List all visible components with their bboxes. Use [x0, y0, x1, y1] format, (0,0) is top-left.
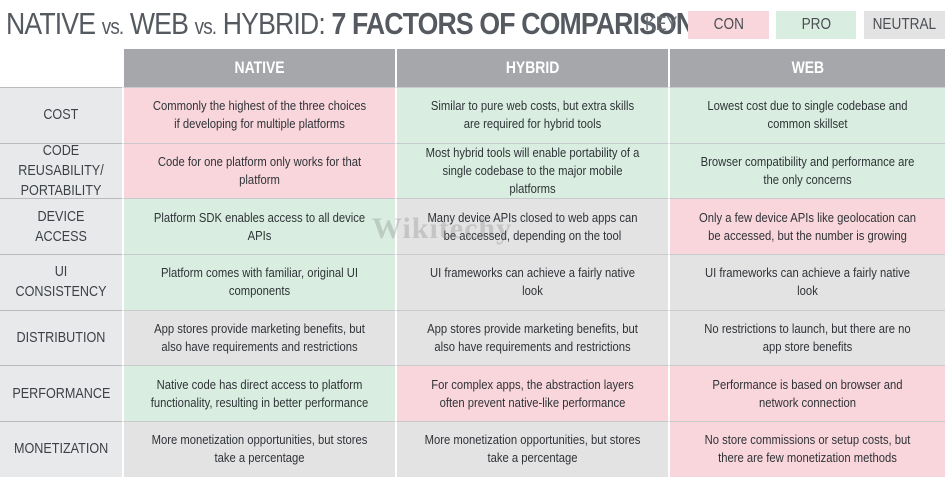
- key-pro-label: PRO: [801, 16, 831, 33]
- cell-text: Browser compatibility and performance ar…: [700, 155, 915, 188]
- column-header-hybrid-label: HYBRID: [505, 58, 560, 77]
- title-native: NATIVE: [6, 6, 96, 41]
- cell-ui-consistency-web: UI frameworks can achieve a fairly nativ…: [668, 254, 945, 310]
- cell-reusability-native: Code for one platform only works for tha…: [122, 142, 395, 199]
- cell-cost-native: Commonly the highest of the three choice…: [122, 87, 395, 143]
- cell-text: Only a few device APIs like geolocation …: [698, 210, 916, 243]
- cell-monetization-web: No store commissions or setup costs, but…: [668, 421, 945, 477]
- cell-device-access-hybrid: Many device APIs closed to web apps can …: [395, 198, 668, 255]
- cell-ui-consistency-hybrid: UI frameworks can achieve a fairly nativ…: [395, 254, 668, 310]
- cell-text: Code for one platform only works for tha…: [157, 155, 362, 188]
- cell-monetization-native: More monetization opportunities, but sto…: [122, 421, 395, 477]
- cell-text: Platform SDK enables access to all devic…: [153, 210, 366, 243]
- title-vs-2: vs.: [194, 14, 217, 39]
- row-header-label: COST: [43, 106, 79, 124]
- key-con-swatch: CON: [688, 11, 769, 39]
- cell-text: Many device APIs closed to web apps can …: [427, 210, 638, 243]
- cell-distribution-web: No restrictions to launch, but there are…: [668, 309, 945, 366]
- comparison-table: NATIVE HYBRID WEB COST Commonly the high…: [0, 49, 945, 477]
- cell-performance-hybrid: For complex apps, the abstraction layers…: [395, 365, 668, 422]
- key-neutral-label: NEUTRAL: [872, 16, 937, 33]
- cell-text: For complex apps, the abstraction layers…: [431, 377, 634, 410]
- cell-cost-web: Lowest cost due to single codebase and c…: [668, 87, 945, 143]
- cell-device-access-web: Only a few device APIs like geolocation …: [668, 198, 945, 255]
- column-header-hybrid: HYBRID: [395, 49, 668, 87]
- column-header-web: WEB: [668, 49, 945, 87]
- cell-monetization-hybrid: More monetization opportunities, but sto…: [395, 421, 668, 477]
- legend-key: KEY CON PRO NEUTRAL: [645, 10, 945, 40]
- cell-text: App stores provide marketing benefits, b…: [427, 322, 638, 355]
- title-web: WEB: [129, 6, 189, 41]
- row-header-label: UI CONSISTENCY: [15, 263, 107, 301]
- column-header-native-label: NATIVE: [234, 58, 285, 77]
- row-header-label: DISTRIBUTION: [16, 329, 106, 347]
- cell-text: UI frameworks can achieve a fairly nativ…: [429, 266, 636, 299]
- column-header-web-label: WEB: [791, 58, 824, 77]
- cell-text: Lowest cost due to single codebase and c…: [707, 99, 908, 132]
- cell-cost-hybrid: Similar to pure web costs, but extra ski…: [395, 87, 668, 143]
- row-header-monetization: MONETIZATION: [0, 421, 122, 477]
- cell-device-access-native: Platform SDK enables access to all devic…: [122, 198, 395, 255]
- cell-performance-native: Native code has direct access to platfor…: [122, 365, 395, 422]
- cell-text: Platform comes with familiar, original U…: [161, 266, 358, 299]
- row-header-device-access: DEVICE ACCESS: [0, 198, 122, 255]
- cell-text: Similar to pure web costs, but extra ski…: [430, 99, 635, 132]
- key-con-label: CON: [713, 16, 744, 33]
- cell-text: Commonly the highest of the three choice…: [152, 99, 367, 132]
- row-header-label: CODE REUSABILITY/ PORTABILITY: [18, 142, 104, 200]
- cell-ui-consistency-native: Platform comes with familiar, original U…: [122, 254, 395, 310]
- row-header-code-reusability: CODE REUSABILITY/ PORTABILITY: [0, 142, 122, 200]
- cell-text: No store commissions or setup costs, but…: [704, 433, 911, 466]
- row-header-label: PERFORMANCE: [11, 384, 111, 402]
- cell-reusability-web: Browser compatibility and performance ar…: [668, 142, 945, 199]
- row-header-performance: PERFORMANCE: [0, 365, 122, 422]
- cell-text: More monetization opportunities, but sto…: [424, 433, 641, 466]
- row-header-label: DEVICE ACCESS: [35, 207, 87, 245]
- row-header-cost: COST: [0, 87, 122, 143]
- cell-text: Native code has direct access to platfor…: [150, 377, 369, 410]
- page-title: NATIVE vs. WEB vs. HYBRID: 7 FACTORS OF …: [6, 3, 695, 45]
- cell-distribution-native: App stores provide marketing benefits, b…: [122, 309, 395, 366]
- row-header-ui-consistency: UI CONSISTENCY: [0, 254, 122, 310]
- table-corner: [0, 49, 122, 87]
- title-factors: 7 FACTORS OF COMPARISON: [331, 6, 695, 41]
- cell-text: App stores provide marketing benefits, b…: [154, 322, 365, 355]
- key-pro-swatch: PRO: [776, 11, 856, 39]
- cell-performance-web: Performance is based on browser and netw…: [668, 365, 945, 422]
- row-header-distribution: DISTRIBUTION: [0, 309, 122, 366]
- cell-text: Performance is based on browser and netw…: [712, 377, 903, 410]
- key-label: KEY: [645, 14, 678, 35]
- key-neutral-swatch: NEUTRAL: [864, 11, 945, 39]
- cell-text: UI frameworks can achieve a fairly nativ…: [704, 266, 911, 299]
- column-header-native: NATIVE: [122, 49, 395, 87]
- title-vs-1: vs.: [101, 14, 124, 39]
- cell-text: No restrictions to launch, but there are…: [704, 322, 911, 355]
- cell-text: More monetization opportunities, but sto…: [151, 433, 368, 466]
- cell-distribution-hybrid: App stores provide marketing benefits, b…: [395, 309, 668, 366]
- cell-text: Most hybrid tools will enable portabilit…: [425, 146, 640, 197]
- title-hybrid: HYBRID:: [222, 6, 326, 41]
- cell-reusability-hybrid: Most hybrid tools will enable portabilit…: [395, 142, 668, 199]
- row-header-label: MONETIZATION: [13, 440, 109, 458]
